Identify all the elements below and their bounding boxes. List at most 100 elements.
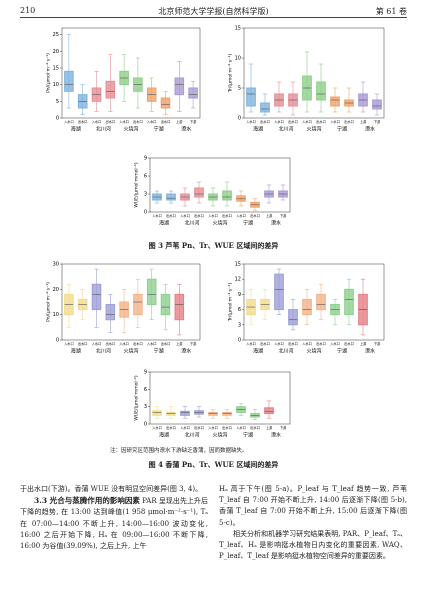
right-column: Hₐ 高于下午(图 5-a)。P_leaf 与 T_leaf 趋势一致, 芦苇 … (219, 484, 407, 562)
y-axis-label: Tr/(μmol·m⁻²·s⁻¹) (228, 283, 234, 322)
box (174, 293, 185, 321)
x-tick-label: 上游 (266, 213, 273, 218)
group-label: 潦水 (365, 348, 375, 355)
group-label: 海湖 (253, 348, 263, 355)
y-tick-label: 10 (53, 82, 59, 88)
x-tick-label: 入水口 (302, 341, 312, 346)
group-label: 北川河 (184, 220, 199, 227)
x-tick-label: 上游 (266, 425, 273, 430)
x-tick-label: 入水口 (64, 119, 74, 124)
x-tick-label: 出水口 (316, 341, 326, 346)
y-axis-label: Pn/(μmol·m⁻²·s⁻¹) (46, 53, 52, 93)
x-tick-label: 出水口 (106, 341, 116, 346)
y-tick-label: 15 (235, 26, 241, 32)
group-label: 潦水 (271, 220, 281, 227)
group-label: 海湖 (159, 432, 169, 439)
group-label: 宁湖 (243, 432, 253, 439)
y-tick-label: 20 (53, 49, 59, 55)
y-tick-label: 15 (53, 66, 59, 72)
group-label: 宁湖 (154, 126, 164, 133)
y-axis-label: WUE/(μmol·mmol⁻¹) (134, 162, 140, 207)
group-label: 潦水 (365, 126, 375, 133)
x-tick-label: 下游 (374, 119, 381, 124)
x-tick-label: 出水口 (133, 341, 143, 346)
box (316, 81, 326, 101)
x-tick-label: 上游 (176, 341, 183, 346)
x-tick-label: 出水口 (288, 341, 298, 346)
x-tick-label: 出水口 (260, 341, 270, 346)
y-tick-label: 9 (144, 156, 147, 162)
y-tick-label: 3 (238, 322, 241, 328)
y-tick-label: 30 (53, 262, 59, 268)
x-tick-label: 入水口 (119, 341, 129, 346)
box (188, 87, 198, 99)
box (160, 97, 171, 109)
y-tick-label: 10 (235, 56, 241, 62)
group-label: 潦水 (181, 348, 191, 355)
y-tick-label: 0 (238, 338, 241, 344)
plot-frame (149, 371, 291, 425)
x-tick-label: 出水口 (133, 119, 143, 124)
figure-caption: 图 3 芦苇 Pn、Tr、WUE 区域间的差异 (148, 241, 279, 250)
box (288, 309, 298, 326)
header-rule (20, 17, 407, 18)
box (330, 96, 340, 107)
x-tick-label: 出水口 (166, 425, 176, 430)
box (372, 99, 382, 110)
group-label: 火烧沟 (123, 126, 138, 133)
y-tick-label: 20 (53, 287, 59, 293)
figure-note: 注：因研究区范围内潦水下游缺乏香蒲，因而数据缺失。 (110, 448, 248, 454)
x-tick-label: 入水口 (152, 213, 162, 218)
x-tick-label: 入水口 (180, 425, 190, 430)
box (105, 304, 116, 321)
paragraph: 于出水口(下游)。香蒲 WUE 没有明显空间差异(图 3, 4)。 (20, 484, 208, 495)
x-tick-label: 入水口 (330, 119, 340, 124)
journal: 北京师范大学学报(自然科学版) (158, 7, 269, 16)
box (260, 102, 270, 113)
x-tick-label: 出水口 (250, 213, 260, 218)
x-tick-label: 下游 (280, 213, 287, 218)
y-tick-label: 0 (144, 210, 147, 216)
box (316, 293, 326, 311)
box (222, 190, 232, 201)
section-heading: 3.3 光合与蒸腾作用的影响因素 (34, 496, 140, 506)
group-label: 海湖 (253, 126, 263, 133)
x-tick-label: 入水口 (274, 119, 284, 124)
box (64, 70, 74, 92)
x-tick-label: 出水口 (250, 425, 260, 430)
group-label: 海湖 (71, 126, 81, 133)
box (264, 407, 274, 415)
box (160, 293, 171, 316)
x-tick-label: 入水口 (64, 341, 74, 346)
paragraph-text: 于出水口(下游)。香蒲 WUE 没有明显空间差异(图 3, 4)。 (20, 485, 203, 493)
group-label: 宁湖 (337, 348, 347, 355)
x-tick-label: 下游 (190, 119, 197, 124)
y-tick-label: 0 (238, 116, 241, 122)
y-tick-label: 9 (144, 370, 147, 376)
group-label: 潦水 (271, 432, 281, 439)
x-tick-label: 下游 (374, 341, 381, 346)
x-tick-label: 上游 (360, 119, 367, 124)
box (194, 187, 204, 198)
group-label: 北川河 (96, 126, 111, 133)
box (302, 298, 312, 316)
x-tick-label: 入水口 (302, 119, 312, 124)
x-tick-label: 上游 (176, 119, 183, 124)
x-tick-label: 入水口 (92, 341, 102, 346)
group-label: 宁湖 (243, 220, 253, 227)
box (105, 80, 116, 99)
group-label: 潦水 (181, 126, 191, 133)
x-tick-label: 出水口 (166, 213, 176, 218)
box (274, 273, 284, 311)
x-tick-label: 入水口 (246, 119, 256, 124)
x-tick-label: 出水口 (344, 341, 354, 346)
group-label: 火烧沟 (212, 432, 227, 439)
group-label: 火烧沟 (212, 220, 227, 227)
x-tick-label: 下游 (190, 341, 197, 346)
box (91, 283, 102, 311)
y-tick-label: 9 (238, 292, 241, 298)
box (146, 278, 157, 306)
y-tick-label: 6 (144, 387, 147, 393)
group-label: 火烧沟 (123, 348, 138, 355)
